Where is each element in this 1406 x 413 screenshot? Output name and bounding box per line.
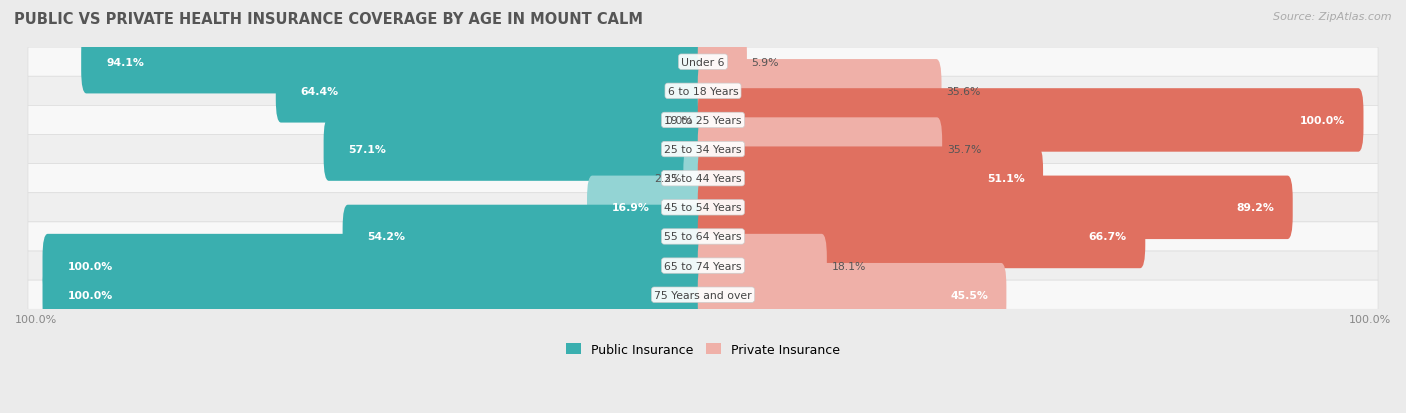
Text: 94.1%: 94.1% bbox=[105, 57, 143, 67]
Text: 45.5%: 45.5% bbox=[950, 290, 988, 300]
FancyBboxPatch shape bbox=[28, 193, 1378, 222]
FancyBboxPatch shape bbox=[28, 77, 1378, 106]
Text: 57.1%: 57.1% bbox=[349, 145, 387, 155]
Text: Source: ZipAtlas.com: Source: ZipAtlas.com bbox=[1274, 12, 1392, 22]
FancyBboxPatch shape bbox=[697, 89, 1364, 152]
FancyBboxPatch shape bbox=[697, 60, 942, 123]
Text: 89.2%: 89.2% bbox=[1236, 203, 1274, 213]
Text: 75 Years and over: 75 Years and over bbox=[654, 290, 752, 300]
Text: 35.6%: 35.6% bbox=[946, 87, 980, 97]
FancyBboxPatch shape bbox=[697, 263, 1007, 327]
FancyBboxPatch shape bbox=[343, 205, 709, 268]
FancyBboxPatch shape bbox=[697, 176, 1292, 240]
Text: 35.7%: 35.7% bbox=[946, 145, 981, 155]
Text: 65 to 74 Years: 65 to 74 Years bbox=[664, 261, 742, 271]
Text: 18.1%: 18.1% bbox=[831, 261, 866, 271]
Text: 100.0%: 100.0% bbox=[1301, 116, 1346, 126]
FancyBboxPatch shape bbox=[697, 147, 1043, 211]
Text: 25 to 34 Years: 25 to 34 Years bbox=[664, 145, 742, 155]
Text: 66.7%: 66.7% bbox=[1088, 232, 1128, 242]
Text: PUBLIC VS PRIVATE HEALTH INSURANCE COVERAGE BY AGE IN MOUNT CALM: PUBLIC VS PRIVATE HEALTH INSURANCE COVER… bbox=[14, 12, 643, 27]
FancyBboxPatch shape bbox=[28, 252, 1378, 280]
Text: 100.0%: 100.0% bbox=[67, 290, 112, 300]
Text: 5.9%: 5.9% bbox=[751, 57, 779, 67]
FancyBboxPatch shape bbox=[697, 118, 942, 181]
FancyBboxPatch shape bbox=[28, 106, 1378, 135]
FancyBboxPatch shape bbox=[42, 263, 709, 327]
Text: 35 to 44 Years: 35 to 44 Years bbox=[664, 174, 742, 184]
Text: 0.0%: 0.0% bbox=[665, 116, 693, 126]
FancyBboxPatch shape bbox=[588, 176, 709, 240]
Text: 55 to 64 Years: 55 to 64 Years bbox=[664, 232, 742, 242]
FancyBboxPatch shape bbox=[28, 280, 1378, 309]
Text: 100.0%: 100.0% bbox=[1348, 314, 1391, 324]
FancyBboxPatch shape bbox=[28, 48, 1378, 77]
FancyBboxPatch shape bbox=[82, 31, 709, 94]
FancyBboxPatch shape bbox=[28, 164, 1378, 193]
FancyBboxPatch shape bbox=[683, 147, 709, 211]
FancyBboxPatch shape bbox=[42, 234, 709, 298]
FancyBboxPatch shape bbox=[323, 118, 709, 181]
Text: 45 to 54 Years: 45 to 54 Years bbox=[664, 203, 742, 213]
Text: Under 6: Under 6 bbox=[682, 57, 724, 67]
FancyBboxPatch shape bbox=[276, 60, 709, 123]
FancyBboxPatch shape bbox=[697, 234, 827, 298]
FancyBboxPatch shape bbox=[697, 31, 747, 94]
FancyBboxPatch shape bbox=[28, 222, 1378, 252]
Text: 54.2%: 54.2% bbox=[367, 232, 405, 242]
Text: 6 to 18 Years: 6 to 18 Years bbox=[668, 87, 738, 97]
Text: 100.0%: 100.0% bbox=[15, 314, 58, 324]
Text: 64.4%: 64.4% bbox=[301, 87, 339, 97]
Text: 19 to 25 Years: 19 to 25 Years bbox=[664, 116, 742, 126]
FancyBboxPatch shape bbox=[28, 135, 1378, 164]
Text: 16.9%: 16.9% bbox=[612, 203, 650, 213]
FancyBboxPatch shape bbox=[697, 205, 1146, 268]
Text: 2.2%: 2.2% bbox=[655, 174, 682, 184]
Text: 100.0%: 100.0% bbox=[67, 261, 112, 271]
Legend: Public Insurance, Private Insurance: Public Insurance, Private Insurance bbox=[561, 338, 845, 361]
Text: 51.1%: 51.1% bbox=[987, 174, 1025, 184]
